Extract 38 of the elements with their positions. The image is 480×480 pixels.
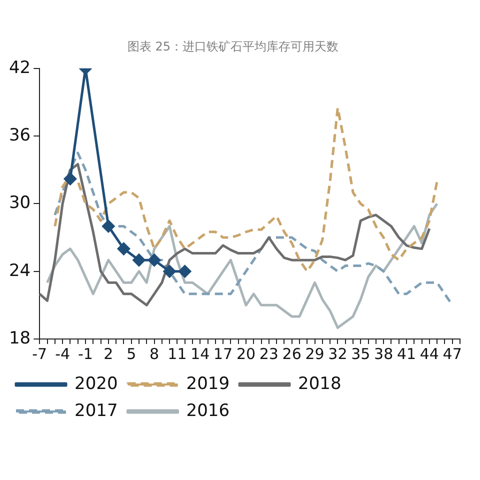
x-tick-label: 35 [351, 344, 370, 363]
x-tick-label: -4 [55, 344, 70, 363]
x-tick-label: 17 [214, 344, 233, 363]
x-tick-label: 5 [126, 344, 136, 363]
x-tick-label: 32 [328, 344, 348, 363]
y-tick-label: 30 [8, 193, 31, 214]
point [64, 172, 76, 186]
legend-label: 2020 [74, 374, 118, 394]
chart-title: 图表 25：进口铁矿石平均库存可用天数 [127, 39, 339, 54]
x-tick-label: 44 [420, 344, 439, 363]
point [117, 242, 130, 256]
y-tick-label: 42 [8, 58, 31, 78]
point [102, 220, 115, 232]
x-tick-label: 41 [396, 344, 416, 363]
x-tick-label: 11 [168, 344, 187, 363]
legend-label: 2018 [298, 374, 342, 394]
x-tick-label: 47 [442, 344, 462, 363]
legend-label: 2017 [74, 400, 118, 421]
y-tick-label: 18 [8, 328, 31, 348]
y-tick-label: 24 [8, 260, 31, 281]
y-tick-label: 36 [8, 125, 31, 146]
x-tick-label: 29 [305, 344, 324, 363]
point [178, 265, 192, 278]
x-tick-label: 26 [282, 344, 302, 363]
x-tick-label: -7 [32, 344, 48, 363]
x-tick-label: 2 [104, 344, 114, 363]
line-series [54, 106, 438, 273]
x-tick-label: 38 [374, 344, 394, 363]
x-tick-label: -1 [78, 344, 93, 363]
point [163, 265, 176, 278]
legend-label: 2019 [186, 374, 230, 394]
legend-label: 2016 [186, 400, 230, 421]
x-tick-label: 8 [150, 344, 160, 363]
x-tick-label: 14 [190, 344, 210, 363]
point [132, 254, 146, 266]
x-tick-label: 23 [259, 344, 278, 363]
point [148, 254, 161, 266]
x-tick-label: 20 [236, 344, 256, 363]
